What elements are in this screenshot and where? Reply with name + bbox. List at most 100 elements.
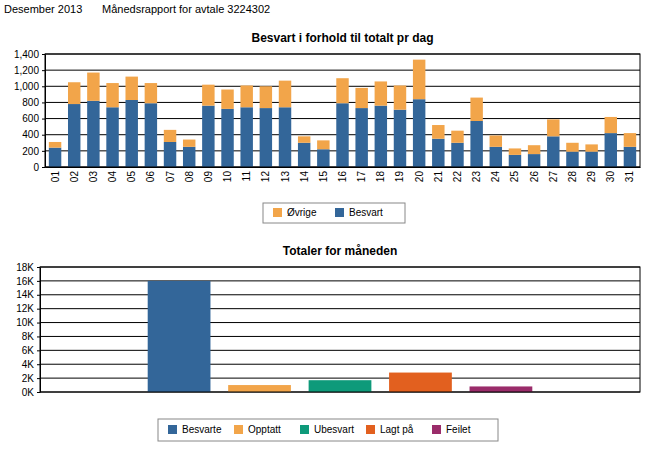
legend: Øvrige Besvart bbox=[263, 203, 405, 223]
series bbox=[49, 99, 636, 167]
tick: 16K bbox=[16, 276, 40, 287]
axis-line bbox=[46, 167, 641, 168]
tick: 03 bbox=[88, 171, 99, 183]
bar bbox=[49, 148, 61, 167]
bar bbox=[164, 130, 176, 142]
bar bbox=[145, 103, 157, 167]
bar bbox=[68, 82, 80, 104]
tick: 10K bbox=[16, 317, 40, 328]
tick-label: 31 bbox=[624, 171, 635, 183]
y-axis: 02004006008001,0001,2001,400 bbox=[14, 49, 46, 173]
tick: 1,000 bbox=[14, 81, 45, 92]
tick: 15 bbox=[318, 171, 329, 183]
tick-label: 22 bbox=[452, 171, 463, 183]
tick: 16 bbox=[337, 171, 348, 183]
bar bbox=[125, 100, 137, 167]
chart-title: Totaler for måneden bbox=[283, 244, 397, 258]
tick-mark bbox=[37, 378, 40, 379]
series bbox=[49, 60, 636, 155]
bar bbox=[490, 147, 502, 167]
tick-label: 07 bbox=[165, 171, 176, 183]
bar bbox=[509, 155, 521, 167]
tick: 8K bbox=[22, 331, 40, 342]
bar bbox=[145, 83, 157, 103]
bar bbox=[221, 109, 233, 167]
tick-mark bbox=[42, 119, 45, 120]
bar bbox=[470, 121, 482, 167]
bar bbox=[394, 110, 406, 167]
tick-mark bbox=[37, 392, 40, 393]
legend-box bbox=[158, 419, 498, 441]
tick: 1,400 bbox=[14, 49, 45, 60]
tick: 28 bbox=[567, 171, 578, 183]
legend-label: Ubesvart bbox=[314, 424, 354, 435]
tick-mark bbox=[37, 323, 40, 324]
y-axis: 0K2K4K6K8K10K12K14K16K18K bbox=[16, 262, 40, 398]
bar bbox=[279, 81, 291, 108]
chart-daily: Besvart i forhold til totalt pr dag02004… bbox=[14, 31, 641, 223]
bar bbox=[413, 60, 425, 100]
tick-label: 05 bbox=[126, 171, 137, 183]
tick-label: 19 bbox=[394, 171, 405, 183]
bar bbox=[470, 98, 482, 121]
bar bbox=[298, 143, 310, 167]
tick-label: 1,400 bbox=[14, 49, 39, 60]
tick: 0K bbox=[22, 387, 40, 398]
bar bbox=[413, 99, 425, 167]
plot-frame bbox=[45, 54, 640, 167]
bar bbox=[509, 148, 521, 154]
tick-label: 6K bbox=[22, 345, 35, 356]
tick-label: 25 bbox=[509, 171, 520, 183]
grid-line bbox=[40, 294, 640, 295]
bar bbox=[106, 107, 118, 167]
bar bbox=[585, 152, 597, 167]
legend-label: Besvart bbox=[349, 207, 383, 218]
grid-line bbox=[40, 308, 640, 309]
legend-label: Opptatt bbox=[248, 424, 281, 435]
tick-label: 03 bbox=[88, 171, 99, 183]
tick-mark bbox=[37, 364, 40, 365]
tick-mark bbox=[42, 54, 45, 55]
legend-label: Besvarte bbox=[182, 424, 222, 435]
tick: 12K bbox=[16, 303, 40, 314]
chart-totals: Totaler for måneden0K2K4K6K8K10K12K14K16… bbox=[16, 244, 640, 441]
tick: 10 bbox=[222, 171, 233, 183]
bar bbox=[547, 136, 559, 167]
tick-label: 09 bbox=[203, 171, 214, 183]
legend-label: Øvrige bbox=[287, 207, 317, 218]
legend-swatch bbox=[366, 425, 375, 434]
tick-label: 10 bbox=[222, 171, 233, 183]
tick-label: 18K bbox=[16, 262, 34, 273]
bar bbox=[228, 385, 291, 392]
chart-title: Besvart i forhold til totalt pr dag bbox=[251, 31, 433, 45]
tick-label: 13 bbox=[280, 171, 291, 183]
tick-label: 1,200 bbox=[14, 65, 39, 76]
bar bbox=[221, 90, 233, 109]
bar bbox=[202, 106, 214, 167]
bar bbox=[451, 131, 463, 143]
tick-label: 18 bbox=[375, 171, 386, 183]
plot-frame bbox=[40, 267, 640, 392]
grid bbox=[40, 267, 640, 392]
tick-mark bbox=[37, 309, 40, 310]
tick-label: 08 bbox=[184, 171, 195, 183]
tick: 07 bbox=[165, 171, 176, 183]
bar bbox=[309, 380, 372, 392]
tick: 24 bbox=[490, 171, 501, 183]
bar bbox=[490, 136, 502, 147]
bar bbox=[355, 88, 367, 108]
tick-label: 16K bbox=[16, 276, 34, 287]
tick: 2K bbox=[22, 373, 40, 384]
bar bbox=[298, 136, 310, 142]
bar bbox=[566, 143, 578, 152]
tick-label: 02 bbox=[69, 171, 80, 183]
tick: 01 bbox=[50, 171, 61, 183]
tick-label: 1,000 bbox=[14, 81, 39, 92]
tick: 02 bbox=[69, 171, 80, 183]
tick: 400 bbox=[22, 129, 45, 140]
bar bbox=[279, 107, 291, 167]
tick: 6K bbox=[22, 345, 40, 356]
bar bbox=[528, 145, 540, 154]
axis-line bbox=[45, 55, 46, 168]
bar bbox=[106, 83, 118, 107]
